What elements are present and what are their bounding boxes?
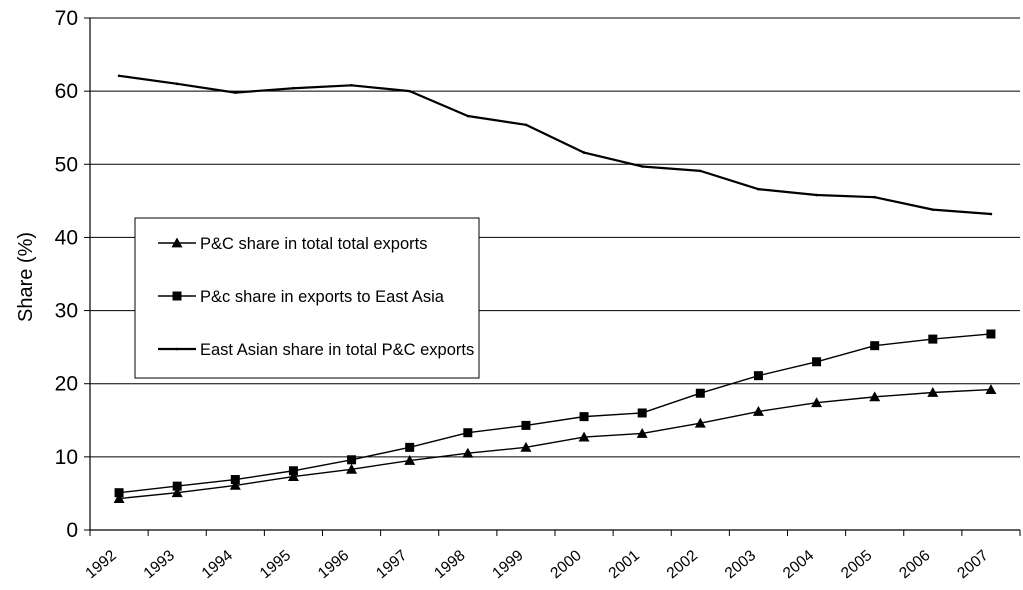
data-point [404,455,416,465]
data-point [521,420,531,430]
legend: P&C share in total total exports P&c shar… [134,217,480,379]
data-point [175,82,179,86]
y-tick-label: 60 [55,80,78,103]
data-point [636,427,648,438]
y-tick-label: 70 [55,7,78,30]
data-point [694,417,706,428]
y-axis-title: Share (%) [15,232,37,322]
data-point [117,74,121,78]
x-tick-label: 1994 [199,547,237,582]
data-point [637,408,647,418]
y-tick-label: 10 [55,446,78,469]
data-point [350,83,353,87]
data-point [870,341,880,351]
data-point [986,329,996,339]
data-point [463,428,473,438]
data-point [230,475,240,485]
x-tick-label: 1999 [489,547,526,582]
series-1 [113,384,997,503]
data-point [695,388,705,398]
data-point [931,208,935,211]
data-point [812,357,822,367]
series-line-3 [118,74,992,216]
data-point [757,187,760,191]
data-point [408,89,411,93]
data-point [815,193,818,197]
data-point [292,86,295,90]
series-line-1 [118,388,991,500]
data-point [171,487,183,498]
data-point [229,479,241,490]
y-tick-label: 30 [55,300,78,323]
x-tick-label: 2003 [722,547,759,582]
data-point [928,334,938,344]
x-tick-label: 1992 [82,547,119,582]
legend-label-2: P&c share in exports to East Asia [200,288,445,306]
x-tick-label: 2000 [547,547,585,582]
data-point [752,406,764,416]
x-tick-label: 1993 [141,547,178,582]
data-point [405,442,415,452]
legend-label-3: East Asian share in total P&C exports [200,341,474,359]
legend-label-1: P&C share in total total exports [200,235,427,253]
data-point [347,455,357,465]
data-point [172,481,182,491]
data-point [989,212,993,216]
series-lines [113,74,997,503]
data-point [582,151,586,154]
series-line-2 [118,333,991,494]
y-tick-label: 50 [55,153,78,176]
legend-marker-2 [172,291,182,301]
y-tick-label: 20 [55,373,78,396]
data-point [462,447,474,458]
y-tick-label: 0 [66,519,78,542]
data-point [869,391,881,402]
data-point [524,123,528,127]
legend-marker-1 [171,237,183,248]
data-point [466,114,470,118]
series-2 [114,329,996,498]
data-point [985,384,997,394]
data-point [114,488,124,498]
x-tick-label: 2002 [664,547,701,582]
data-point [578,431,590,442]
data-point [579,412,589,422]
data-point [753,371,763,381]
x-tick-label: 2006 [896,547,933,582]
x-tick-label: 1998 [431,547,468,582]
x-tick-label: 1995 [257,547,294,582]
data-point [699,169,702,173]
x-tick-label: 2001 [606,547,643,582]
x-tick-label: 2005 [838,547,875,582]
data-point [288,466,298,476]
data-point [811,397,823,408]
data-point [346,463,358,474]
series-3 [117,74,993,216]
legend-box [134,217,480,379]
data-point [287,471,299,482]
x-tick-label: 2007 [954,547,991,582]
data-point [873,195,876,199]
data-point [927,386,939,397]
x-tick-label: 1996 [315,547,352,582]
x-tick-label: 2004 [780,547,818,582]
data-point [640,165,644,168]
x-tick-label: 1997 [373,547,410,582]
data-point [234,91,237,94]
data-point [520,441,532,452]
y-tick-label: 40 [55,226,78,249]
data-point [113,493,125,503]
legend-marker-3 [175,347,179,351]
